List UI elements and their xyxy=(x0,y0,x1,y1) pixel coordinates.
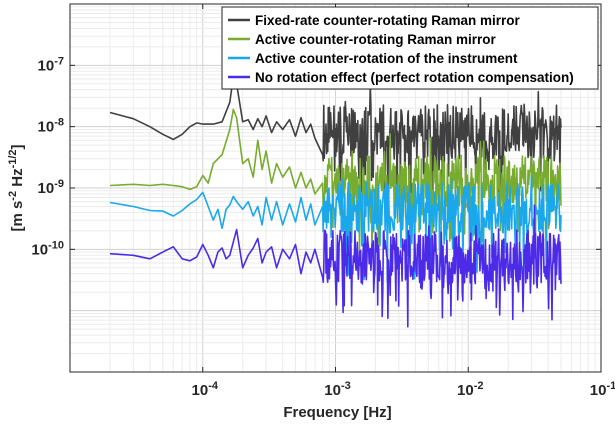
x-tick-label: 10-3 xyxy=(324,380,350,399)
legend-label: Fixed-rate counter-rotating Raman mirror xyxy=(255,13,521,28)
legend: Fixed-rate counter-rotating Raman mirror… xyxy=(221,6,599,90)
y-tick-label: 10-10 xyxy=(31,239,64,258)
x-tick-label: 10-4 xyxy=(192,380,219,399)
series-line xyxy=(109,76,562,217)
x-tick-label: 10-1 xyxy=(590,380,615,399)
series-group xyxy=(109,76,562,328)
y-axis-title-part: [m s xyxy=(9,201,26,232)
series-line xyxy=(109,204,562,328)
legend-label: No rotation effect (perfect rotation com… xyxy=(255,70,574,85)
y-axis-title-exponent: -1/2 xyxy=(7,149,19,168)
axis-ticks: 10-4 10-3 10-2 10-1 10-10 10-9 10-8 10-7 xyxy=(31,4,615,399)
legend-box xyxy=(221,6,599,90)
y-axis-title-part: ] xyxy=(9,144,26,149)
x-tick-label: 10-2 xyxy=(457,380,483,399)
series-line xyxy=(109,175,562,283)
y-axis-title-exponent: -2 xyxy=(7,191,19,201)
y-axis-title-part: Hz xyxy=(9,168,26,191)
legend-label: Active counter-rotating Raman mirror xyxy=(255,32,497,47)
y-axis-title: [m s-2 Hz-1/2] xyxy=(7,144,26,231)
legend-label: Active counter-rotation of the instrumen… xyxy=(255,51,518,66)
y-tick-label: 10-9 xyxy=(38,178,64,197)
y-tick-label: 10-8 xyxy=(38,117,64,136)
y-tick-label: 10-7 xyxy=(38,55,64,74)
x-axis-title: Frequency [Hz] xyxy=(283,404,391,421)
